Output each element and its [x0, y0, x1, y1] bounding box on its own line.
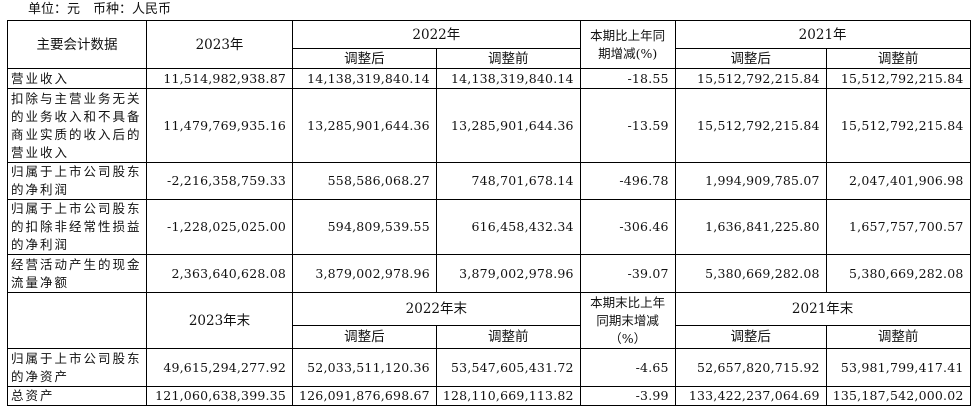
row-label: 总资产 — [7, 386, 147, 406]
value-2022-after: 3,879,002,978.96 — [292, 254, 437, 293]
value-2021-before: 15,512,792,215.84 — [825, 68, 971, 89]
value-2022-before: 616,458,432.34 — [435, 199, 581, 255]
value-2023-end: 49,615,294,277.92 — [146, 348, 293, 387]
row-label: 归属于上市公司股东的净利润 — [7, 162, 147, 200]
header-2022-end-adjusted-before: 调整前 — [435, 325, 581, 349]
table-row: 经营活动产生的现金流量净额 2,363,640,628.08 3,879,002… — [7, 254, 971, 293]
row-label: 归属于上市公司股东的扣除非经常性损益的净利润 — [7, 199, 147, 255]
row-label: 归属于上市公司股东的净资产 — [7, 348, 147, 387]
value-end-change: -4.65 — [579, 348, 676, 387]
value-2022-before: 14,138,319,840.14 — [435, 68, 581, 89]
value-2021-after: 15,512,792,215.84 — [674, 68, 827, 89]
table-row: 营业收入 11,514,982,938.87 14,138,319,840.14… — [7, 68, 971, 89]
value-2021-before: 15,512,792,215.84 — [825, 88, 971, 163]
header-2021: 2021年 — [674, 20, 971, 49]
value-2021-before: 5,380,669,282.08 — [825, 254, 971, 293]
value-2022-before: 3,879,002,978.96 — [435, 254, 581, 293]
value-2021-end-before: 53,981,799,417.41 — [825, 348, 971, 387]
value-2022-end-after: 126,091,876,698.67 — [292, 386, 437, 406]
row-label: 营业收入 — [7, 68, 147, 89]
table-row: 扣除与主营业务无关的业务收入和不具备商业实质的收入后的营业收入 11,479,7… — [7, 88, 971, 163]
row-label: 经营活动产生的现金流量净额 — [7, 254, 147, 293]
value-2022-after: 14,138,319,840.14 — [292, 68, 437, 89]
value-change: -39.07 — [579, 254, 676, 293]
value-2021-after: 1,994,909,785.07 — [674, 162, 827, 200]
header-2022: 2022年 — [292, 20, 581, 49]
value-2023-end: 121,060,638,399.35 — [146, 386, 293, 406]
row-label: 扣除与主营业务无关的业务收入和不具备商业实质的收入后的营业收入 — [7, 88, 147, 163]
table-row: 总资产 121,060,638,399.35 126,091,876,698.6… — [7, 386, 971, 406]
header-2022-end: 2022年末 — [292, 292, 581, 326]
table-row: 归属于上市公司股东的净资产 49,615,294,277.92 52,033,5… — [7, 348, 971, 387]
value-2022-after: 13,285,901,644.36 — [292, 88, 437, 163]
header-2021-end: 2021年末 — [674, 292, 971, 326]
value-change: -306.46 — [579, 199, 676, 255]
value-2022-before: 13,285,901,644.36 — [435, 88, 581, 163]
header-2021-end-adjusted-before: 调整前 — [825, 325, 971, 349]
value-2022-after: 594,809,539.55 — [292, 199, 437, 255]
value-2023: 11,514,982,938.87 — [146, 68, 293, 89]
value-change: -13.59 — [579, 88, 676, 163]
header-2022-end-adjusted-after: 调整后 — [292, 325, 437, 349]
value-2022-before: 748,701,678.14 — [435, 162, 581, 200]
header2-label — [7, 292, 147, 349]
value-change: -18.55 — [579, 68, 676, 89]
value-2021-after: 15,512,792,215.84 — [674, 88, 827, 163]
header-change: 本期比上年同期增减(%) — [579, 20, 676, 69]
table-row: 归属于上市公司股东的净利润 -2,216,358,759.33 558,586,… — [7, 162, 971, 200]
value-2023: 11,479,769,935.16 — [146, 88, 293, 163]
value-2021-before: 1,657,757,700.57 — [825, 199, 971, 255]
header-end-change: 本期末比上年同期末增减（%） — [579, 292, 676, 349]
header-2022-adjusted-after: 调整后 — [292, 48, 437, 69]
unit-currency-note: 单位：元 币种：人民币 — [28, 2, 172, 17]
header-2023: 2023年 — [146, 20, 293, 69]
header-2021-adjusted-before: 调整前 — [825, 48, 971, 69]
value-2023: -2,216,358,759.33 — [146, 162, 293, 200]
header-2023-end: 2023年末 — [146, 292, 293, 349]
value-2021-end-after: 133,422,237,064.69 — [674, 386, 827, 406]
value-2022-end-after: 52,033,511,120.36 — [292, 348, 437, 387]
header-2021-adjusted-after: 调整后 — [674, 48, 827, 69]
value-end-change: -3.99 — [579, 386, 676, 406]
value-2021-before: 2,047,401,906.98 — [825, 162, 971, 200]
value-2021-end-after: 52,657,820,715.92 — [674, 348, 827, 387]
header-label: 主要会计数据 — [7, 20, 147, 69]
header-2022-adjusted-before: 调整前 — [435, 48, 581, 69]
value-2022-end-before: 128,110,669,113.82 — [435, 386, 581, 406]
value-2022-after: 558,586,068.27 — [292, 162, 437, 200]
header-2021-end-adjusted-after: 调整后 — [674, 325, 827, 349]
value-2021-end-before: 135,187,542,000.02 — [825, 386, 971, 406]
value-change: -496.78 — [579, 162, 676, 200]
key-accounting-data-table: 主要会计数据 2023年 2022年 本期比上年同期增减(%) 2021年 调整… — [7, 20, 971, 406]
value-2021-after: 1,636,841,225.80 — [674, 199, 827, 255]
value-2023: -1,228,025,025.00 — [146, 199, 293, 255]
table-row: 归属于上市公司股东的扣除非经常性损益的净利润 -1,228,025,025.00… — [7, 199, 971, 255]
value-2021-after: 5,380,669,282.08 — [674, 254, 827, 293]
value-2022-end-before: 53,547,605,431.72 — [435, 348, 581, 387]
value-2023: 2,363,640,628.08 — [146, 254, 293, 293]
